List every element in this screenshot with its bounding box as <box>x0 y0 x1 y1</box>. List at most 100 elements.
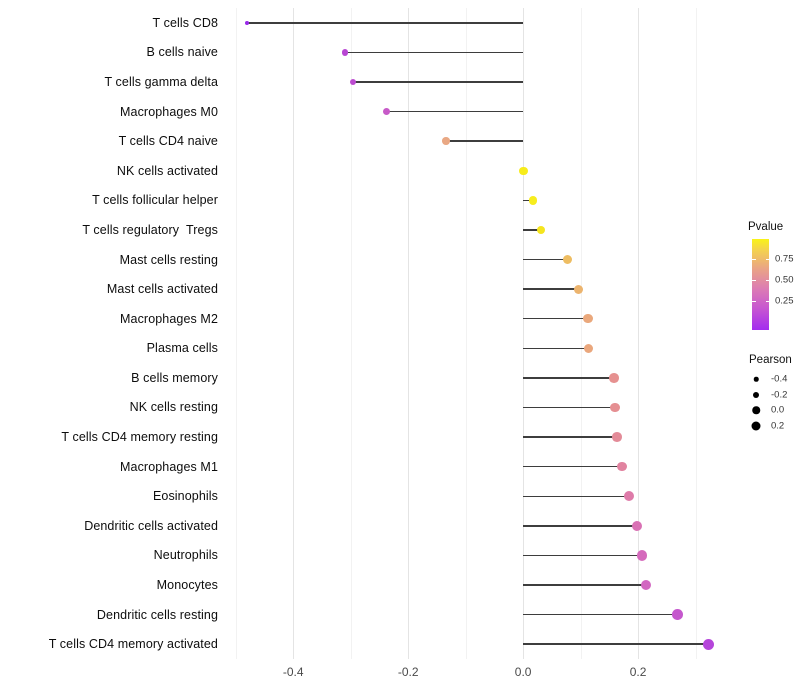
lollipop-point <box>382 108 390 116</box>
plot-panel <box>228 8 728 659</box>
lollipop-stem <box>523 377 614 379</box>
lollipop-point <box>341 49 349 56</box>
lollipop-stem <box>523 317 589 320</box>
lollipop-stem <box>523 495 629 497</box>
y-axis-label: Dendritic cells resting <box>96 607 218 622</box>
y-axis-label: T cells CD4 naive <box>118 134 218 149</box>
x-axis-tick-label: -0.4 <box>282 665 304 679</box>
lollipop-stem <box>523 554 643 557</box>
y-axis-label: B cells memory <box>131 370 218 385</box>
gradient-tick-mark <box>765 279 769 281</box>
lollipop-point <box>583 314 593 324</box>
pearson-size-label: 0.2 <box>771 420 785 431</box>
lollipop-point <box>636 550 648 561</box>
y-axis-label: NK cells resting <box>129 400 218 415</box>
y-axis-label: Neutrophils <box>153 548 218 563</box>
lollipop-stem <box>344 51 524 54</box>
y-axis-label: NK cells activated <box>116 163 218 178</box>
y-axis-label: T cells regulatory Tregs <box>82 222 218 237</box>
lollipop-point <box>442 137 450 145</box>
x-axis-tick-label: -0.2 <box>397 665 419 679</box>
pvalue-tick-label: 0.50 <box>775 274 794 286</box>
lollipop-stem <box>523 613 678 616</box>
lollipop-point <box>617 461 627 472</box>
lollipop-stem <box>247 22 524 24</box>
y-axis-label: T cells CD4 memory resting <box>61 430 218 445</box>
x-axis-tick-label: 0.0 <box>514 665 532 679</box>
pearson-legend-title: Pearson <box>749 354 792 366</box>
lollipop-point <box>609 373 619 383</box>
pearson-size-dot <box>753 376 759 382</box>
y-axis-label: Macrophages M0 <box>120 104 218 119</box>
lollipop-stem <box>523 199 533 202</box>
pearson-size-dot <box>751 421 761 430</box>
y-axis-label: T cells CD8 <box>152 15 218 30</box>
lollipop-stem <box>386 110 524 113</box>
lollipop-point <box>703 638 715 650</box>
gradient-tick-mark <box>752 300 756 302</box>
lollipop-point <box>573 284 583 294</box>
gridline-minor <box>695 8 697 659</box>
y-axis-label: Dendritic cells activated <box>84 518 218 533</box>
lollipop-stem <box>523 436 617 438</box>
y-axis-label: T cells gamma delta <box>104 74 218 89</box>
lollipop-point <box>640 579 652 591</box>
gradient-tick-mark <box>765 259 769 261</box>
lollipop-point <box>563 255 573 265</box>
gradient-tick-mark <box>752 279 756 281</box>
pearson-size-label: -0.4 <box>771 373 788 385</box>
pearson-size-label: 0.0 <box>771 404 785 416</box>
lollipop-point <box>671 609 683 620</box>
lollipop-stem <box>523 643 709 645</box>
pvalue-gradient-bar <box>752 239 769 330</box>
lollipop-point <box>536 225 546 235</box>
lollipop-point <box>245 20 250 25</box>
pearson-size-dot <box>753 391 759 398</box>
gradient-tick-mark <box>765 300 769 302</box>
gridline-major <box>293 8 295 659</box>
gradient-tick-mark <box>752 259 756 261</box>
lollipop-stem <box>446 140 524 142</box>
y-axis-label: Macrophages M2 <box>120 311 218 326</box>
y-axis-label: Mast cells activated <box>106 282 218 297</box>
lollipop-point <box>631 520 642 531</box>
lollipop-stem <box>523 465 622 468</box>
lollipop-stem <box>523 584 647 586</box>
y-axis-label: Mast cells resting <box>119 252 218 267</box>
lollipop-point <box>349 78 357 86</box>
lollipop-point <box>519 166 528 175</box>
lollipop-point <box>623 491 634 502</box>
gridline-minor <box>235 8 237 659</box>
gridline-major <box>523 8 525 659</box>
y-axis-label: T cells follicular helper <box>92 193 218 208</box>
gridline-minor <box>350 8 352 659</box>
lollipop-point <box>611 432 622 442</box>
lollipop-stem <box>523 347 589 350</box>
y-axis-label: Macrophages M1 <box>120 459 218 474</box>
gridline-minor <box>465 8 467 659</box>
y-axis-label: Eosinophils <box>152 489 218 504</box>
gridline-minor <box>580 8 582 659</box>
y-axis-label: B cells naive <box>146 45 218 60</box>
lollipop-point <box>610 402 620 413</box>
lollipop-stem <box>523 288 579 290</box>
gridline-major <box>408 8 410 659</box>
lollipop-stem <box>523 229 541 231</box>
lollipop-point <box>528 196 538 205</box>
pvalue-legend-title: Pvalue <box>748 221 784 233</box>
lollipop-stem <box>523 525 637 527</box>
y-axis-label: T cells CD4 memory activated <box>48 637 218 652</box>
pvalue-tick-label: 0.75 <box>775 253 794 265</box>
lollipop-stem <box>353 81 524 83</box>
pearson-size-label: -0.2 <box>771 389 788 400</box>
lollipop-point <box>584 343 594 353</box>
lollipop-stem <box>523 406 616 409</box>
y-axis-label: Monocytes <box>156 578 218 593</box>
gridline-major <box>638 8 640 659</box>
x-axis-tick-label: 0.2 <box>629 665 647 679</box>
pvalue-tick-label: 0.25 <box>775 295 794 307</box>
lollipop-stem <box>523 258 568 261</box>
pearson-size-dot <box>752 406 760 414</box>
y-axis-label: Plasma cells <box>146 341 218 356</box>
